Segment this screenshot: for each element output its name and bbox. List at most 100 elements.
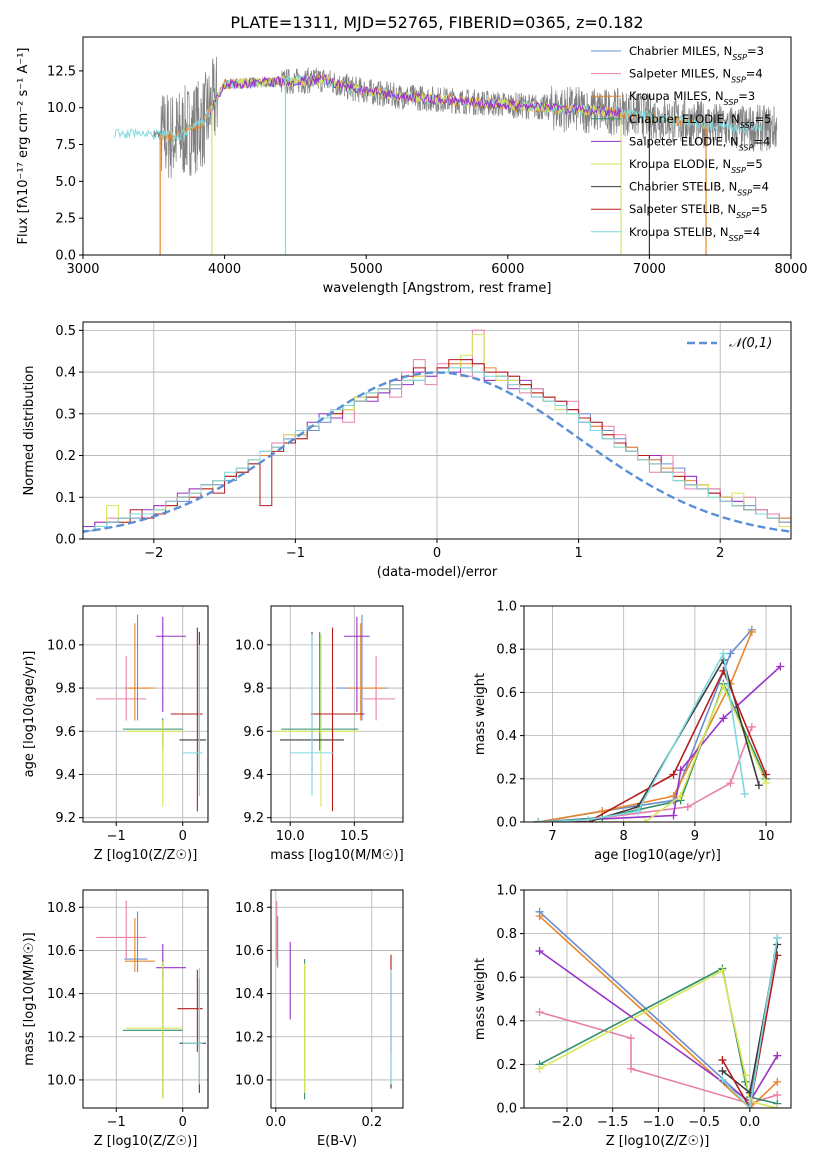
x-tick-label: 7000	[633, 262, 666, 277]
y-tick-label: 10.8	[47, 901, 76, 916]
y-tick-label: 9.2	[243, 811, 264, 826]
legend-entry: Chabrier STELIB, NSSP=4	[629, 180, 769, 198]
legend-entry: Kroupa MILES, NSSP=3	[629, 89, 755, 107]
weight-point-marker	[773, 1051, 782, 1060]
legend-entry: Chabrier ELODIE, NSSP=5	[629, 112, 771, 130]
axes-frame	[270, 889, 404, 1109]
y-tick-label: 10.2	[235, 1030, 264, 1045]
plot-area	[276, 900, 392, 1100]
y-tick-label: 0.8	[496, 927, 517, 942]
weight-point-marker	[747, 627, 756, 636]
x-axis-label: Z [log10(Z/Z☉)]	[94, 848, 198, 863]
x-axis-label: Z [log10(Z/Z☉)]	[606, 1134, 710, 1149]
plot-area	[83, 329, 791, 533]
x-axis-label: (data-model)/error	[377, 565, 498, 580]
y-axis-label: Normed distribution	[22, 366, 37, 496]
x-tick-label: 0	[179, 1115, 187, 1130]
weight-point-marker	[726, 779, 735, 788]
weight-point-marker	[676, 766, 685, 775]
weight-point-marker	[773, 1090, 782, 1099]
legend-entry: Salpeter ELODIE, NSSP=4	[629, 134, 770, 152]
y-tick-label: 9.6	[243, 725, 264, 740]
spectrum-panel: 3000 4000 5000 6000 7000 8000 0.0 2.5 5.0 7.5 10.0…	[16, 36, 808, 296]
x-tick-label: 1	[574, 546, 582, 561]
axes-frame	[82, 36, 792, 256]
weight-point-marker	[626, 1034, 635, 1043]
y-tick-label: 10.0	[235, 638, 264, 653]
plot-area	[276, 614, 396, 812]
weight-point-marker	[719, 714, 728, 723]
y-tick-label: 1.0	[496, 884, 517, 899]
y-tick-label: 0.4	[55, 366, 76, 381]
legend-entry: Kroupa STELIB, NSSP=4	[629, 225, 760, 243]
y-tick-label: 10.4	[47, 987, 76, 1002]
weight-point-marker	[626, 1064, 635, 1073]
weight-point-marker	[726, 649, 735, 658]
axes-layer: 7 8 9 10 0.0 0.2 0.4 0.6 0.8 1.0 age [log10(age/yr…	[473, 600, 792, 863]
weight-point-marker	[584, 815, 593, 822]
weight-point-marker	[718, 966, 727, 975]
y-tick-label: 0.1	[55, 491, 76, 506]
weight-point-marker	[773, 933, 782, 942]
x-tick-label: −1	[286, 546, 305, 561]
x-tick-label: 4000	[208, 262, 241, 277]
x-tick-label: −2	[144, 546, 163, 561]
weight-point-marker	[773, 1104, 782, 1108]
weight-line	[721, 955, 779, 1108]
y-tick-label: 0.8	[496, 643, 517, 658]
plot-area	[534, 625, 785, 822]
model-spectrum-line	[209, 74, 622, 117]
x-tick-label: −1	[107, 1115, 126, 1130]
weight-point-marker	[676, 792, 685, 801]
x-tick-label: −1.5	[597, 1115, 629, 1130]
axes-layer: 0.0 0.2 10.0 10.2 10.4 10.6 10.8 E(B-V)	[235, 889, 404, 1149]
y-tick-label: 0.2	[496, 772, 517, 787]
weight-point-marker	[535, 1008, 544, 1017]
y-tick-label: 0.0	[55, 533, 76, 548]
weight-point-marker	[718, 1066, 727, 1075]
weight-point-marker	[745, 1104, 754, 1108]
y-tick-label: 0.4	[496, 1014, 517, 1029]
x-tick-label: 0.0	[265, 1115, 286, 1130]
y-tick-label: 0.0	[496, 1102, 517, 1117]
y-tick-label: 9.6	[55, 725, 76, 740]
mass-weight-vs-z-panel: −2.0 −1.5 −1.0 −0.5 0.0 0.0 0.2 0.4 0.6 0.8 1.0 Z […	[473, 884, 792, 1149]
x-tick-label: 6000	[491, 262, 524, 277]
normal-curve	[83, 371, 791, 533]
weight-line	[721, 937, 779, 1108]
x-tick-label: 5000	[350, 262, 383, 277]
axes-layer: −2.0 −1.5 −1.0 −0.5 0.0 0.0 0.2 0.4 0.6 0.8 1.0 Z […	[473, 884, 792, 1149]
legend-entry: Salpeter MILES, NSSP=4	[629, 67, 763, 85]
x-tick-label: −2.0	[551, 1115, 583, 1130]
y-tick-label: 5.0	[55, 175, 76, 190]
plot-area	[113, 56, 778, 255]
y-tick-label: 1.0	[496, 600, 517, 615]
y-tick-label: 0.6	[496, 971, 517, 986]
weight-point-marker	[754, 781, 763, 790]
legend-entry: Chabrier MILES, NSSP=3	[629, 44, 764, 62]
y-tick-label: 10.0	[235, 1073, 264, 1088]
y-tick-label: 9.8	[55, 682, 76, 697]
axes-layer: −2 −1 0 1 2 0.0 0.1 0.2 0.3 0.4 0.5 (data-model)/er…	[22, 321, 792, 580]
y-tick-label: 10.0	[47, 1073, 76, 1088]
mass-vs-ebv-panel: 0.0 0.2 10.0 10.2 10.4 10.6 10.8 E(B-V)	[235, 889, 404, 1149]
plot-area	[96, 900, 207, 1100]
y-tick-label: 10.2	[47, 1030, 76, 1045]
y-tick-label: 2.5	[55, 212, 76, 227]
age-vs-mass-panel: 10.0 10.5 9.2 9.4 9.6 9.8 10.0 mass [log10(M/M☉…	[235, 605, 404, 863]
y-axis-label: mass weight	[473, 673, 488, 755]
y-tick-label: 0.3	[55, 407, 76, 422]
weight-point-marker	[683, 802, 692, 811]
weight-point-marker	[633, 807, 642, 816]
x-tick-label: 9	[691, 829, 699, 844]
age-vs-z-panel: −1 0 9.2 9.4 9.6 9.8 10.0 Z [log10(Z/Z☉)] age [l…	[22, 605, 209, 863]
x-axis-label: age [log10(age/yr)]	[594, 848, 721, 863]
x-tick-label: 10.5	[340, 829, 369, 844]
x-tick-label: −1.0	[643, 1115, 675, 1130]
axes-frame	[270, 605, 404, 823]
y-tick-label: 10.8	[235, 901, 264, 916]
weight-point-marker	[535, 912, 544, 921]
weight-point-marker	[534, 818, 543, 822]
axes-frame	[82, 889, 209, 1109]
x-tick-label: 8	[620, 829, 628, 844]
